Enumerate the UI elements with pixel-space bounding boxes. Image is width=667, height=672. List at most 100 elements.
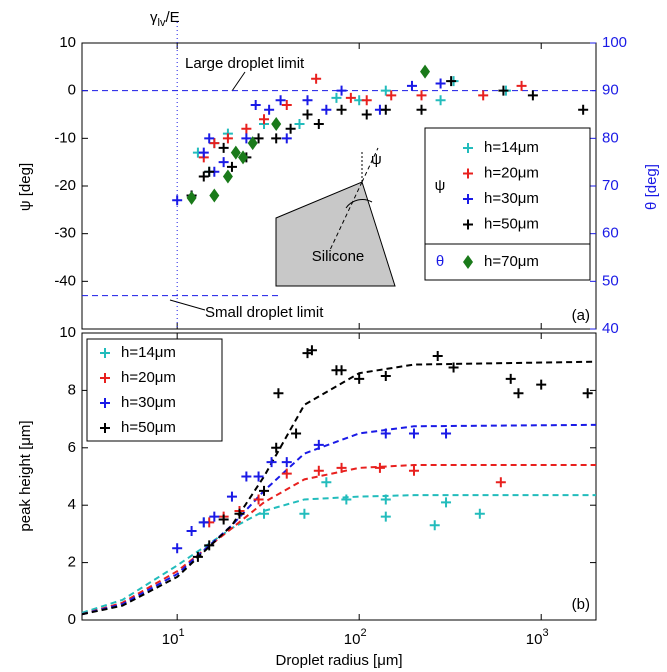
legend-marker bbox=[463, 255, 473, 269]
legend-marker bbox=[100, 423, 110, 433]
y-tick-label: 0 bbox=[68, 611, 76, 628]
data-point bbox=[226, 161, 237, 172]
data-point bbox=[498, 85, 509, 96]
x-axis-label: Droplet radius [μm] bbox=[275, 652, 402, 669]
data-point bbox=[361, 109, 372, 120]
data-point bbox=[406, 80, 417, 91]
data-point bbox=[578, 104, 589, 115]
y2-axis-label: θ [deg] bbox=[643, 164, 660, 210]
data-point bbox=[505, 373, 516, 384]
data-point bbox=[321, 104, 332, 115]
data-point bbox=[446, 76, 457, 87]
y-tick-label: 0 bbox=[68, 82, 76, 99]
data-point bbox=[253, 471, 264, 482]
data-point bbox=[198, 147, 209, 158]
legend-label: h=30μm bbox=[121, 394, 176, 411]
y-tick-label: 70 bbox=[602, 177, 619, 194]
data-point bbox=[354, 373, 365, 384]
data-point bbox=[250, 99, 261, 110]
data-point bbox=[331, 92, 342, 103]
data-point bbox=[253, 133, 264, 144]
y-tick-label: 2 bbox=[68, 554, 76, 571]
data-point bbox=[408, 428, 419, 439]
data-point bbox=[582, 388, 593, 399]
data-point bbox=[432, 350, 443, 361]
data-point bbox=[386, 90, 397, 101]
y-tick-label: 10 bbox=[59, 34, 76, 51]
data-point bbox=[186, 526, 197, 537]
legend-marker bbox=[100, 373, 110, 383]
data-point bbox=[429, 520, 440, 531]
inset-arc bbox=[345, 199, 373, 209]
data-point bbox=[273, 388, 284, 399]
data-point bbox=[474, 508, 485, 519]
y-tick-label: -30 bbox=[54, 225, 76, 242]
data-point bbox=[380, 428, 391, 439]
data-point bbox=[336, 104, 347, 115]
data-point bbox=[259, 114, 270, 125]
y-axis-label-a: ψ [deg] bbox=[17, 163, 34, 211]
data-point bbox=[313, 465, 324, 476]
data-point bbox=[302, 109, 313, 120]
data-point bbox=[275, 95, 286, 106]
inset-diagram: Silicone ψ bbox=[275, 147, 396, 287]
data-point bbox=[266, 457, 277, 468]
data-point bbox=[294, 119, 305, 130]
data-point bbox=[198, 171, 209, 182]
data-point bbox=[218, 514, 229, 525]
data-point bbox=[516, 80, 527, 91]
legend-label: h=14μm bbox=[484, 139, 539, 156]
data-point bbox=[306, 345, 317, 356]
x-tick-base: 10 bbox=[526, 631, 543, 648]
data-point bbox=[209, 188, 220, 203]
data-point bbox=[209, 511, 220, 522]
data-point bbox=[495, 477, 506, 488]
data-point bbox=[341, 494, 352, 505]
data-point bbox=[218, 157, 229, 168]
data-point bbox=[291, 428, 302, 439]
y-tick-label: 40 bbox=[602, 320, 619, 337]
large-leader bbox=[231, 71, 246, 92]
data-point bbox=[281, 133, 292, 144]
gamma-sub: lv bbox=[158, 17, 166, 29]
data-point bbox=[259, 508, 270, 519]
data-point bbox=[264, 104, 275, 115]
legend-label: h=30μm bbox=[484, 190, 539, 207]
data-point bbox=[311, 73, 322, 84]
legend-marker bbox=[463, 194, 473, 204]
inset-material: Silicone bbox=[312, 248, 365, 265]
data-point bbox=[281, 457, 292, 468]
data-point bbox=[271, 442, 282, 453]
x-tick-label: 102 bbox=[344, 627, 367, 648]
x-tick-base: 10 bbox=[344, 631, 361, 648]
data-point bbox=[416, 104, 427, 115]
fit-curve bbox=[81, 494, 596, 614]
data-point bbox=[222, 133, 233, 144]
legend-label: h=50μm bbox=[484, 215, 539, 232]
data-point bbox=[513, 388, 524, 399]
data-point bbox=[271, 117, 282, 132]
data-point bbox=[361, 95, 372, 106]
y-tick-label: 80 bbox=[602, 129, 619, 146]
y-tick-label: 90 bbox=[602, 82, 619, 99]
data-point bbox=[241, 133, 252, 144]
data-point bbox=[172, 543, 183, 554]
data-point bbox=[336, 85, 347, 96]
legend-label: h=14μm bbox=[121, 344, 176, 361]
x-tick-exponent: 2 bbox=[360, 627, 366, 639]
legend-marker bbox=[463, 219, 473, 230]
data-point bbox=[259, 485, 270, 496]
data-point bbox=[420, 64, 431, 79]
legend-label: h=50μm bbox=[121, 419, 176, 436]
data-point bbox=[253, 494, 264, 505]
data-point bbox=[234, 508, 245, 519]
gamma-rest: /E bbox=[165, 9, 179, 26]
data-point bbox=[478, 90, 489, 101]
legend-box bbox=[424, 127, 591, 281]
panel-label-b: (b) bbox=[572, 596, 590, 613]
data-point bbox=[321, 477, 332, 488]
data-point bbox=[536, 379, 547, 390]
large-limit-label: Large droplet limit bbox=[185, 55, 305, 72]
legend-box bbox=[86, 338, 223, 442]
